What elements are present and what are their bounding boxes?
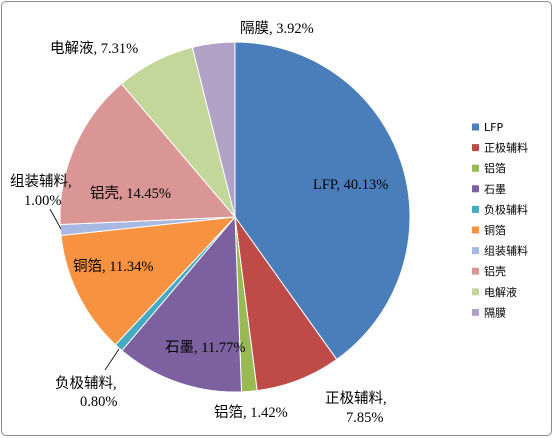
legend-marker — [472, 164, 479, 172]
data-label-line: 组装辅料, — [10, 173, 72, 190]
legend-label: 铝壳 — [484, 264, 506, 278]
legend-label: 负极辅料 — [484, 202, 528, 216]
legend-item: 铝箔 — [472, 161, 506, 175]
legend-item: 组装辅料 — [472, 244, 528, 258]
legend-marker — [472, 226, 479, 234]
data-label-line: 铜箔, 11.34% — [73, 258, 153, 275]
data-label-line: 7.85% — [346, 410, 383, 426]
pie-slice-4 — [121, 215, 243, 393]
legend-item: 正极辅料 — [472, 141, 528, 155]
data-label-line: 正极辅料, — [325, 390, 387, 407]
legend-label: 铜箔 — [484, 223, 506, 237]
legend-label: 正极辅料 — [484, 141, 528, 155]
legend-label: 电解液 — [484, 285, 517, 299]
data-label-7: 组装辅料, 1.00% — [10, 173, 72, 209]
data-label-line: 铝壳, 14.45% — [90, 185, 171, 202]
data-label-10: 隔膜, 3.92% — [240, 20, 314, 37]
data-label-4: 石墨, 11.77% — [165, 340, 245, 356]
pie-slice-8 — [59, 83, 237, 226]
data-label-2: 正极辅料, 7.85% — [325, 390, 387, 426]
legend-item: 电解液 — [472, 285, 517, 299]
legend-item: 负极辅料 — [472, 202, 528, 216]
leader-line-2 — [104, 348, 120, 371]
legend-item: 铜箔 — [472, 223, 506, 237]
legend-marker — [472, 288, 479, 296]
data-label-line: 1.00% — [24, 193, 61, 209]
pie-slices — [59, 41, 411, 393]
data-label-line: 隔膜, 3.92% — [240, 20, 314, 37]
legend-item: 隔膜 — [472, 306, 506, 319]
data-label-line: 石墨, 11.77% — [165, 340, 245, 356]
data-label-1: LFP, 40.13% — [313, 177, 388, 193]
legend-item: 铝壳 — [472, 264, 506, 278]
legend-item: 石墨 — [472, 183, 506, 196]
legend-marker — [472, 267, 479, 275]
legend-marker — [472, 185, 479, 193]
legend-label: 石墨 — [484, 183, 506, 196]
leader-line-1 — [49, 208, 62, 230]
pie-slice-1 — [234, 41, 411, 361]
data-label-line: 铝箔, 1.42% — [214, 404, 288, 421]
data-label-line: LFP, 40.13% — [313, 177, 388, 193]
data-label-3: 铝箔, 1.42% — [214, 404, 288, 421]
data-labels: LFP, 40.13% 正极辅料, 7.85% 铝箔, 1.42% 石墨, 11.77%… — [10, 20, 388, 426]
data-label-9: 电解液, 7.31% — [50, 40, 138, 57]
data-label-5: 负极辅料, 0.80% — [55, 375, 117, 410]
legend-marker — [472, 308, 479, 316]
legend-marker — [472, 144, 479, 152]
legend-label: 铝箔 — [484, 161, 506, 175]
legend-label: LFP — [484, 121, 503, 134]
legend-marker — [472, 205, 479, 213]
legend-marker — [472, 247, 479, 255]
pie-slice-6 — [60, 216, 237, 346]
legend-item: LFP — [472, 121, 503, 134]
data-label-8: 铝壳, 14.45% — [90, 185, 171, 202]
legend-label: 隔膜 — [484, 306, 506, 319]
legend-label: 组装辅料 — [484, 244, 528, 258]
data-label-line: 负极辅料, — [55, 375, 117, 392]
data-label-line: 0.80% — [80, 394, 117, 410]
legend-marker — [472, 123, 479, 131]
leader-lines — [49, 208, 120, 371]
data-label-line: 电解液, 7.31% — [50, 40, 138, 57]
pie-slice-10 — [191, 41, 236, 218]
data-label-6: 铜箔, 11.34% — [73, 258, 153, 275]
